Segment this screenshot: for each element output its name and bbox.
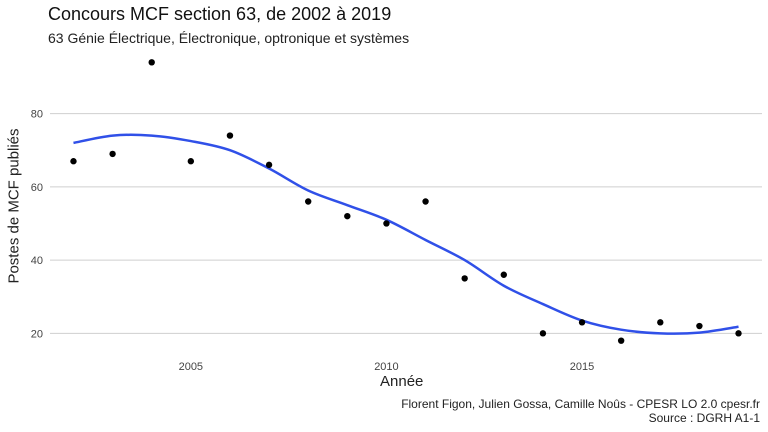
data-point <box>265 161 273 169</box>
y-tick-label: 20 <box>31 328 43 340</box>
data-point <box>539 330 547 337</box>
data-point <box>578 319 586 326</box>
data-point <box>735 330 742 337</box>
caption-source: Source : DGRH A1-1 <box>648 411 760 425</box>
chart-title: Concours MCF section 63, de 2002 à 2019 <box>48 4 392 24</box>
data-point <box>617 337 625 344</box>
chart-subtitle: 63 Génie Électrique, Électronique, optro… <box>48 30 410 46</box>
data-point <box>461 275 468 282</box>
trend-lines <box>73 133 739 335</box>
x-tick-label: 2005 <box>179 361 203 373</box>
data-point <box>226 132 234 139</box>
grid-lines <box>50 113 762 334</box>
data-point <box>109 150 116 158</box>
data-point <box>657 319 664 326</box>
caption: Florent Figon, Julien Gossa, Camille Noû… <box>401 397 760 425</box>
y-axis-title: Postes de MCF publiés <box>5 128 23 284</box>
data-point <box>344 212 351 220</box>
trend-line <box>73 133 739 335</box>
x-axis-title: Année <box>380 373 424 390</box>
y-tick-label: 80 <box>31 109 43 121</box>
data-point <box>304 198 312 205</box>
x-axis-ticks: 2005 2010 2015 <box>179 361 595 373</box>
data-point <box>422 198 429 205</box>
data-point <box>70 158 77 165</box>
x-tick-label: 2015 <box>570 361 594 373</box>
data-point <box>500 271 508 278</box>
y-tick-label: 40 <box>31 255 43 267</box>
caption-authors: Florent Figon, Julien Gossa, Camille Noû… <box>401 397 760 411</box>
data-point <box>148 59 155 66</box>
data-points <box>70 59 742 344</box>
data-point <box>383 220 390 227</box>
data-point <box>187 158 195 165</box>
x-tick-label: 2010 <box>374 361 398 373</box>
y-tick-label: 60 <box>31 182 43 194</box>
data-point <box>696 322 703 330</box>
y-axis-ticks: 20 40 60 80 <box>31 109 43 341</box>
